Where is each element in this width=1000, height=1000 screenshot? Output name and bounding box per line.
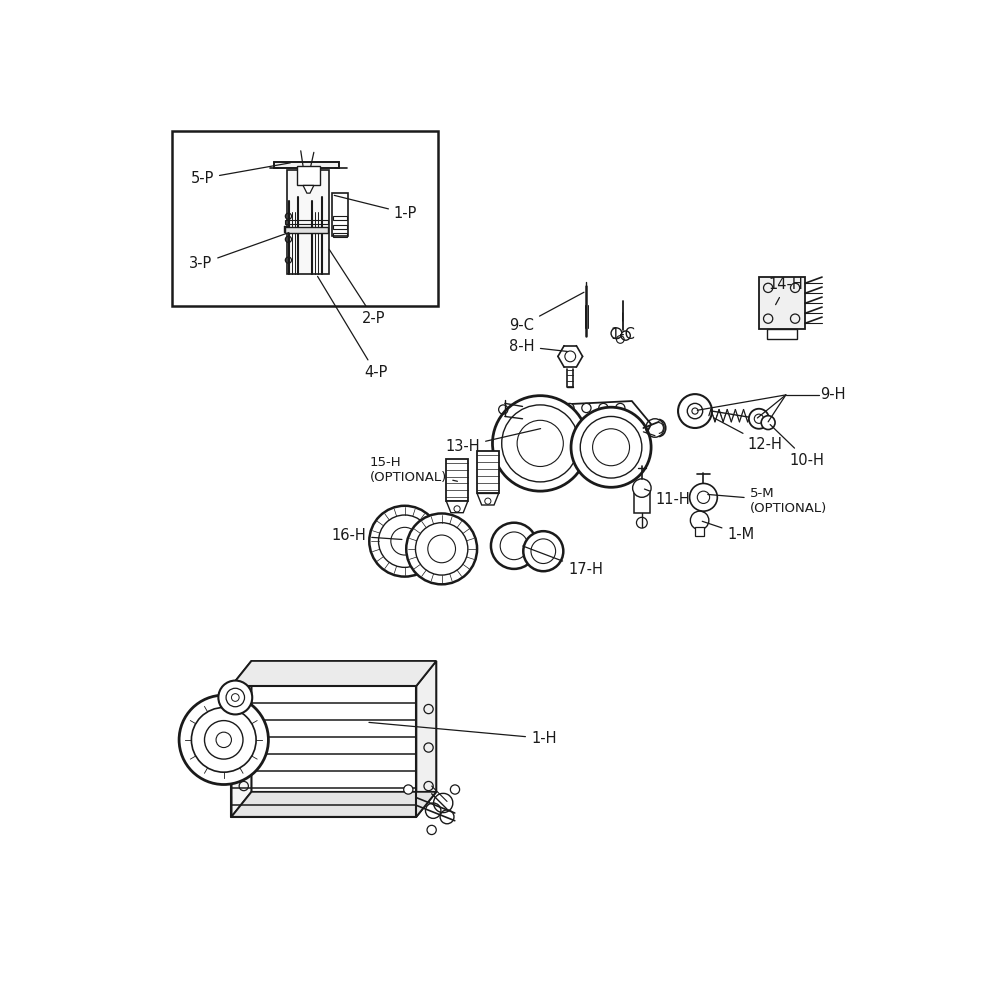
Bar [287, 170, 329, 274]
Text: 10-H: 10-H [770, 425, 825, 468]
Bar [333, 225, 347, 229]
Circle shape [616, 403, 625, 413]
Circle shape [599, 403, 608, 413]
Text: 1-M: 1-M [702, 521, 754, 542]
Circle shape [492, 396, 588, 491]
Polygon shape [231, 661, 251, 817]
Circle shape [571, 407, 651, 487]
Text: 1-C: 1-C [610, 313, 635, 342]
Text: 16-H: 16-H [331, 528, 402, 543]
Polygon shape [231, 661, 436, 686]
Text: 1-P: 1-P [334, 195, 417, 221]
Circle shape [427, 825, 436, 835]
Bar [446, 459, 468, 501]
Circle shape [218, 681, 252, 714]
Text: 4-P: 4-P [318, 276, 387, 380]
Circle shape [611, 328, 622, 339]
Text: 3-P: 3-P [189, 233, 289, 271]
Bar [333, 233, 347, 237]
Text: 5-M
(OPTIONAL): 5-M (OPTIONAL) [708, 487, 827, 515]
Text: 11-H: 11-H [644, 489, 690, 507]
Polygon shape [416, 661, 436, 817]
Circle shape [548, 403, 557, 413]
Polygon shape [520, 401, 651, 453]
Text: 14-H: 14-H [769, 277, 804, 305]
Polygon shape [446, 501, 468, 513]
Circle shape [690, 511, 709, 530]
Polygon shape [231, 792, 436, 817]
Text: 15-H
(OPTIONAL): 15-H (OPTIONAL) [370, 456, 457, 484]
Circle shape [450, 785, 460, 794]
Polygon shape [303, 185, 314, 193]
Circle shape [191, 708, 256, 772]
Text: 13-H: 13-H [446, 429, 541, 454]
Circle shape [633, 479, 651, 497]
Circle shape [749, 409, 769, 429]
Bar [172, 131, 438, 306]
Circle shape [523, 531, 563, 571]
Circle shape [565, 403, 574, 413]
Text: 5-P: 5-P [191, 163, 290, 186]
Circle shape [491, 523, 537, 569]
Circle shape [531, 403, 540, 413]
Text: 2-P: 2-P [329, 249, 386, 326]
Circle shape [406, 513, 477, 584]
Circle shape [690, 483, 717, 511]
Bar [297, 166, 320, 185]
Circle shape [621, 331, 630, 340]
Bar [333, 216, 347, 220]
Text: 9-C: 9-C [509, 292, 584, 333]
Bar [695, 527, 704, 536]
Bar [285, 220, 328, 224]
Text: 9-H: 9-H [820, 387, 846, 402]
Bar [759, 277, 805, 329]
Circle shape [404, 785, 413, 794]
Polygon shape [477, 493, 499, 505]
Bar [285, 227, 328, 233]
Circle shape [580, 416, 642, 478]
Bar [767, 329, 797, 339]
Circle shape [582, 403, 591, 413]
Circle shape [179, 695, 268, 785]
Circle shape [502, 405, 579, 482]
Bar [332, 193, 348, 235]
Polygon shape [274, 162, 339, 168]
Circle shape [761, 416, 775, 430]
Circle shape [678, 394, 712, 428]
Text: 8-H: 8-H [509, 339, 567, 354]
Bar [477, 451, 499, 493]
Text: 12-H: 12-H [714, 418, 782, 452]
Text: 1-H: 1-H [369, 722, 556, 746]
Bar [634, 491, 650, 513]
Text: 17-H: 17-H [523, 546, 603, 577]
Circle shape [369, 506, 440, 577]
